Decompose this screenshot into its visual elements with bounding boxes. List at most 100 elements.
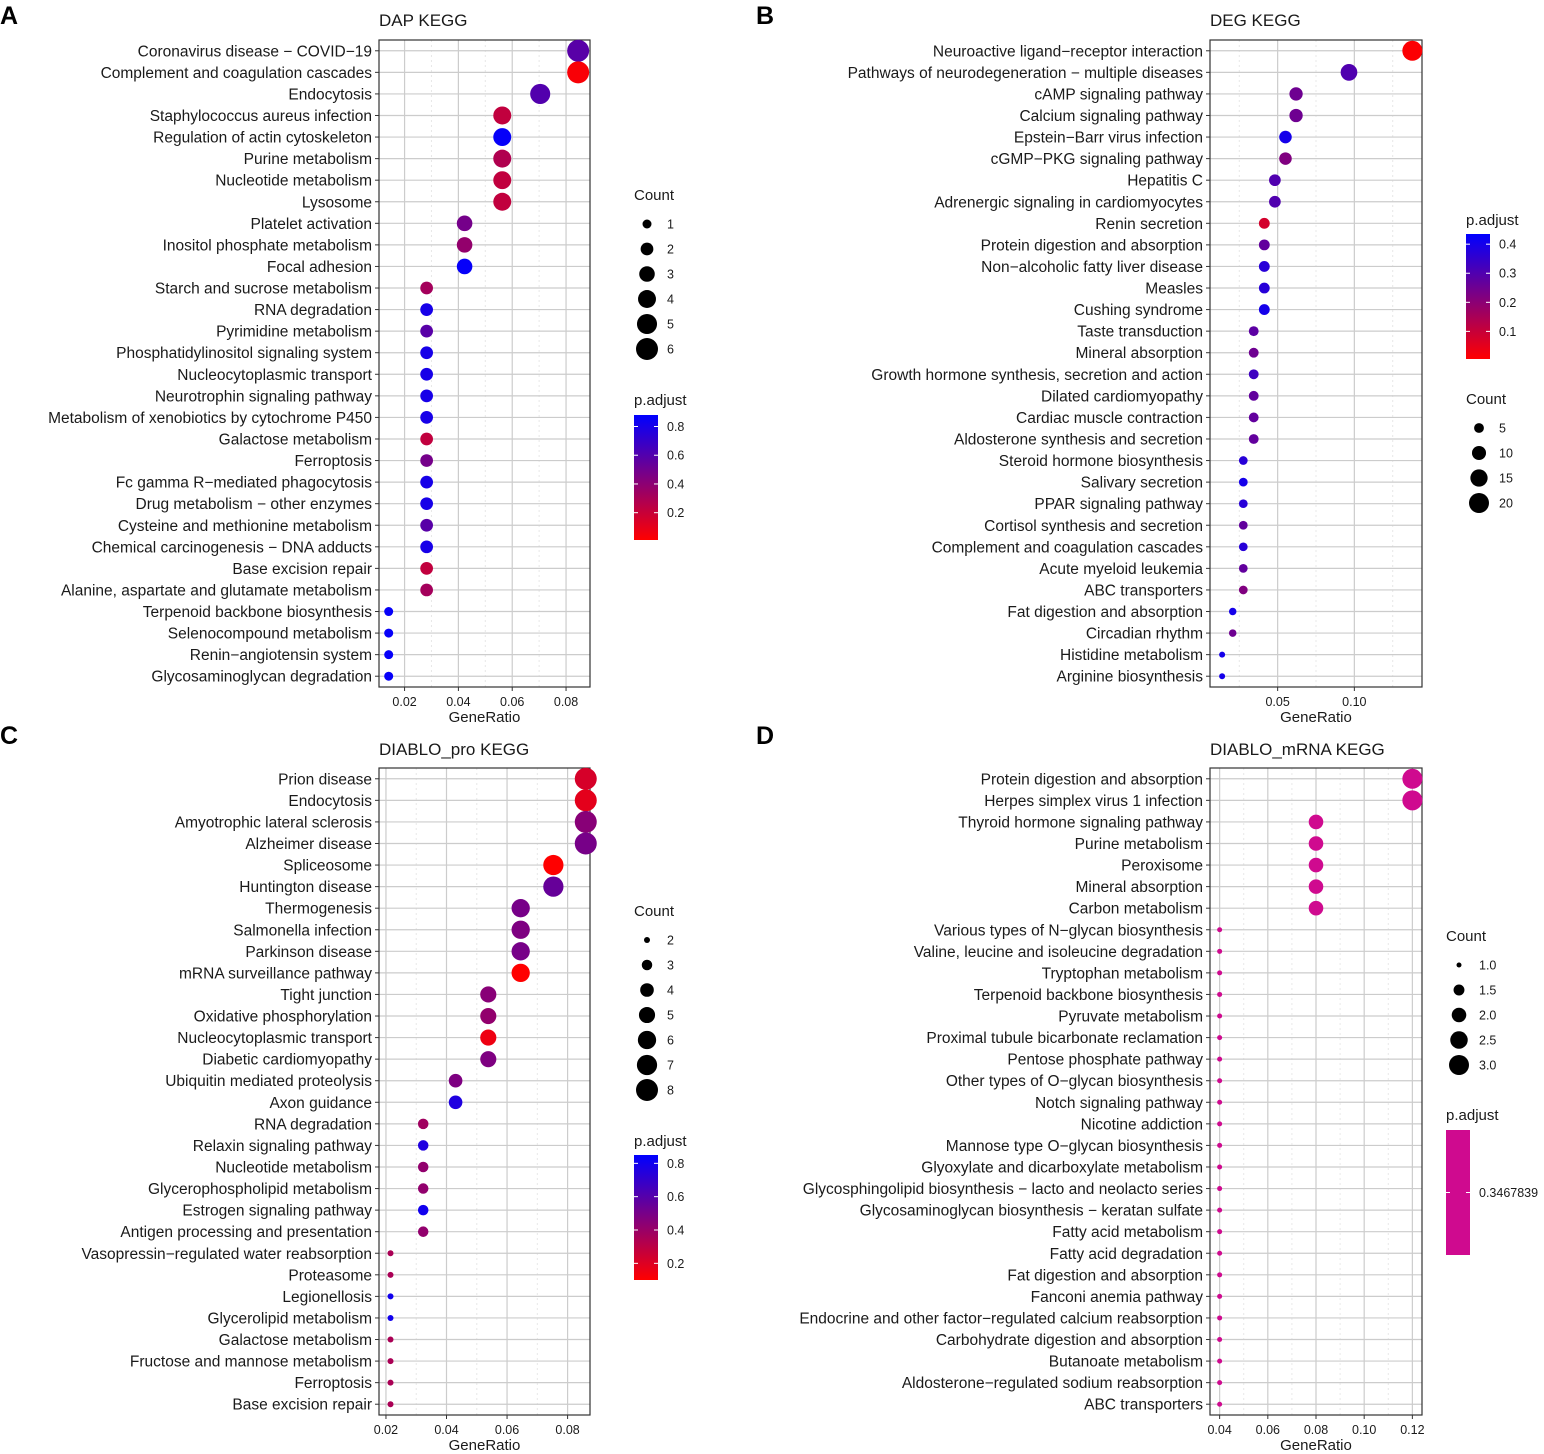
y-tick-label-ubiquitin-mediated-proteolysis: Ubiquitin mediated proteolysis xyxy=(165,1073,372,1090)
y-tick-label-nucleotide-metabolism: Nucleotide metabolism xyxy=(215,1159,372,1176)
data-point-platelet-activation xyxy=(456,215,473,232)
legend-count-dot xyxy=(637,1030,657,1050)
y-tick-label-amyotrophic-lateral-sclerosis: Amyotrophic lateral sclerosis xyxy=(175,814,373,831)
legend-count-dot xyxy=(1470,469,1488,487)
legend-color-title: p.adjust xyxy=(634,1133,687,1150)
y-tick-label-regulation-of-actin-cytoskeleton: Regulation of actin cytoskeleton xyxy=(153,130,372,147)
y-tick-label-carbon-metabolism: Carbon metabolism xyxy=(1069,901,1203,918)
legend-color-title: p.adjust xyxy=(1446,1107,1499,1124)
legend-colorbar-label: 0.2 xyxy=(667,1257,684,1271)
y-tick-label-phosphatidylinositol-signaling-system: Phosphatidylinositol signaling system xyxy=(116,345,372,362)
data-point-base-excision-repair xyxy=(420,562,433,575)
y-tick-label-cysteine-and-methionine-metabolism: Cysteine and methionine metabolism xyxy=(118,518,372,535)
y-tick-label-hepatitis-c: Hepatitis C xyxy=(1127,173,1203,190)
y-tick-label-protein-digestion-and-absorption: Protein digestion and absorption xyxy=(981,771,1203,788)
data-point-herpes-simplex-virus-1-infection xyxy=(1402,790,1423,811)
y-tick-label-galactose-metabolism: Galactose metabolism xyxy=(219,431,372,448)
y-tick-label-proteasome: Proteasome xyxy=(288,1267,372,1284)
y-tick-label-prion-disease: Prion disease xyxy=(278,771,372,788)
y-tick-label-glycerophospholipid-metabolism: Glycerophospholipid metabolism xyxy=(148,1181,372,1198)
x-tick-label: 0.06 xyxy=(1256,1423,1280,1437)
data-point-carbon-metabolism xyxy=(1308,900,1324,916)
legend-colorbar xyxy=(1466,234,1490,359)
legend-colorbar-label: 0.2 xyxy=(1499,296,1516,310)
y-tick-label-herpes-simplex-virus-1-infection: Herpes simplex virus 1 infection xyxy=(984,793,1203,810)
legend-count-title: Count xyxy=(634,187,675,204)
y-tick-label-growth-hormone-synthesis-secretion-and-action: Growth hormone synthesis, secretion and … xyxy=(871,367,1203,384)
data-point-growth-hormone-synthesis-secretion-and-action xyxy=(1248,369,1259,380)
x-tick-label: 0.08 xyxy=(555,1423,579,1437)
data-point-fat-digestion-and-absorption xyxy=(1228,607,1237,616)
data-point-huntington-disease xyxy=(543,876,564,897)
data-point-galactose-metabolism xyxy=(420,432,433,446)
y-tick-label-taste-transduction: Taste transduction xyxy=(1077,324,1203,341)
chart-title: DIABLO_pro KEGG xyxy=(379,740,529,759)
data-point-oxidative-phosphorylation xyxy=(480,1007,497,1025)
y-tick-label-salivary-secretion: Salivary secretion xyxy=(1081,475,1203,492)
plot-border xyxy=(378,39,591,688)
data-point-non-alcoholic-fatty-liver-disease xyxy=(1258,261,1270,272)
legend-colorbar-label: 0.6 xyxy=(667,449,684,463)
x-tick-label: 0.10 xyxy=(1342,695,1366,709)
y-tick-label-mineral-absorption: Mineral absorption xyxy=(1075,345,1203,362)
x-axis-label: GeneRatio xyxy=(449,1437,521,1454)
x-axis-label: GeneRatio xyxy=(1280,709,1352,726)
y-tick-label-mineral-absorption: Mineral absorption xyxy=(1075,879,1203,896)
legend-colorbar xyxy=(634,1155,658,1280)
data-point-purine-metabolism xyxy=(1308,836,1324,851)
y-tick-label-purine-metabolism: Purine metabolism xyxy=(1075,836,1203,853)
data-point-axon-guidance xyxy=(448,1095,463,1110)
data-point-glycerolipid-metabolism xyxy=(387,1314,394,1321)
data-point-fanconi-anemia-pathway xyxy=(1217,1293,1223,1299)
legend-count-label: 1.5 xyxy=(1479,984,1496,998)
y-tick-label-epstein-barr-virus-infection: Epstein−Barr virus infection xyxy=(1014,130,1203,147)
panel-letter-d: D xyxy=(756,722,774,750)
y-tick-label-glycosphingolipid-biosynthesis-lacto-and-neolacto-series: Glycosphingolipid biosynthesis − lacto a… xyxy=(803,1181,1203,1198)
data-point-endocytosis xyxy=(574,789,597,812)
legend-count-label: 6 xyxy=(667,1034,674,1048)
data-point-neurotrophin-signaling-pathway xyxy=(420,389,433,403)
data-point-camp-signaling-pathway xyxy=(1289,87,1303,101)
y-tick-label-nucleocytoplasmic-transport: Nucleocytoplasmic transport xyxy=(177,367,372,384)
data-point-thyroid-hormone-signaling-pathway xyxy=(1308,814,1324,830)
data-point-cysteine-and-methionine-metabolism xyxy=(420,518,433,532)
y-tick-label-glycosaminoglycan-biosynthesis-keratan-sulfate: Glycosaminoglycan biosynthesis − keratan… xyxy=(860,1203,1203,1220)
data-point-protein-digestion-and-absorption xyxy=(1402,768,1423,789)
data-point-tryptophan-metabolism xyxy=(1217,970,1223,976)
legend-color-title: p.adjust xyxy=(634,392,687,409)
legend-colorbar-label: 0.3467839 xyxy=(1479,1186,1538,1200)
y-tick-label-endocrine-and-other-factor-regulated-calcium-reabsorption: Endocrine and other factor−regulated cal… xyxy=(799,1310,1203,1327)
data-point-tight-junction xyxy=(480,986,497,1003)
y-tick-label-starch-and-sucrose-metabolism: Starch and sucrose metabolism xyxy=(155,281,372,298)
data-point-legionellosis xyxy=(387,1293,394,1300)
legend-count-label: 5 xyxy=(667,318,674,332)
data-point-diabetic-cardiomyopathy xyxy=(480,1051,497,1068)
y-tick-label-staphylococcus-aureus-infection: Staphylococcus aureus infection xyxy=(150,108,372,125)
y-tick-label-other-types-of-o-glycan-biosynthesis: Other types of O−glycan biosynthesis xyxy=(946,1073,1203,1090)
data-point-endocrine-and-other-factor-regulated-calcium-reabsorption xyxy=(1217,1315,1223,1321)
data-point-amyotrophic-lateral-sclerosis xyxy=(574,810,597,833)
data-point-rna-degradation xyxy=(420,303,433,316)
y-tick-label-camp-signaling-pathway: cAMP signaling pathway xyxy=(1034,86,1203,103)
y-tick-label-metabolism-of-xenobiotics-by-cytochrome-p450: Metabolism of xenobiotics by cytochrome … xyxy=(48,410,372,427)
y-tick-label-complement-and-coagulation-cascades: Complement and coagulation cascades xyxy=(101,65,373,82)
y-tick-label-glycerolipid-metabolism: Glycerolipid metabolism xyxy=(207,1310,372,1327)
legend-count-label: 4 xyxy=(667,984,674,998)
y-tick-label-inositol-phosphate-metabolism: Inositol phosphate metabolism xyxy=(163,237,372,254)
legend-count-dot xyxy=(641,959,653,971)
legend-colorbar-label: 0.4 xyxy=(667,1224,684,1238)
y-tick-label-renin-secretion: Renin secretion xyxy=(1095,216,1203,233)
y-tick-label-galactose-metabolism: Galactose metabolism xyxy=(219,1332,372,1349)
data-point-measles xyxy=(1258,282,1270,294)
legend-count-dot xyxy=(644,937,650,943)
x-tick-label: 0.08 xyxy=(1304,1423,1328,1437)
legend-count-dot xyxy=(642,219,652,229)
y-tick-label-salmonella-infection: Salmonella infection xyxy=(233,922,372,939)
data-point-fc-gamma-r-mediated-phagocytosis xyxy=(420,475,433,489)
y-tick-label-spliceosome: Spliceosome xyxy=(283,858,372,875)
y-tick-label-nucleocytoplasmic-transport: Nucleocytoplasmic transport xyxy=(177,1030,372,1047)
legend-count-dot xyxy=(1456,962,1462,968)
legend-count-dot xyxy=(636,338,658,360)
x-tick-label: 0.10 xyxy=(1352,1423,1376,1437)
